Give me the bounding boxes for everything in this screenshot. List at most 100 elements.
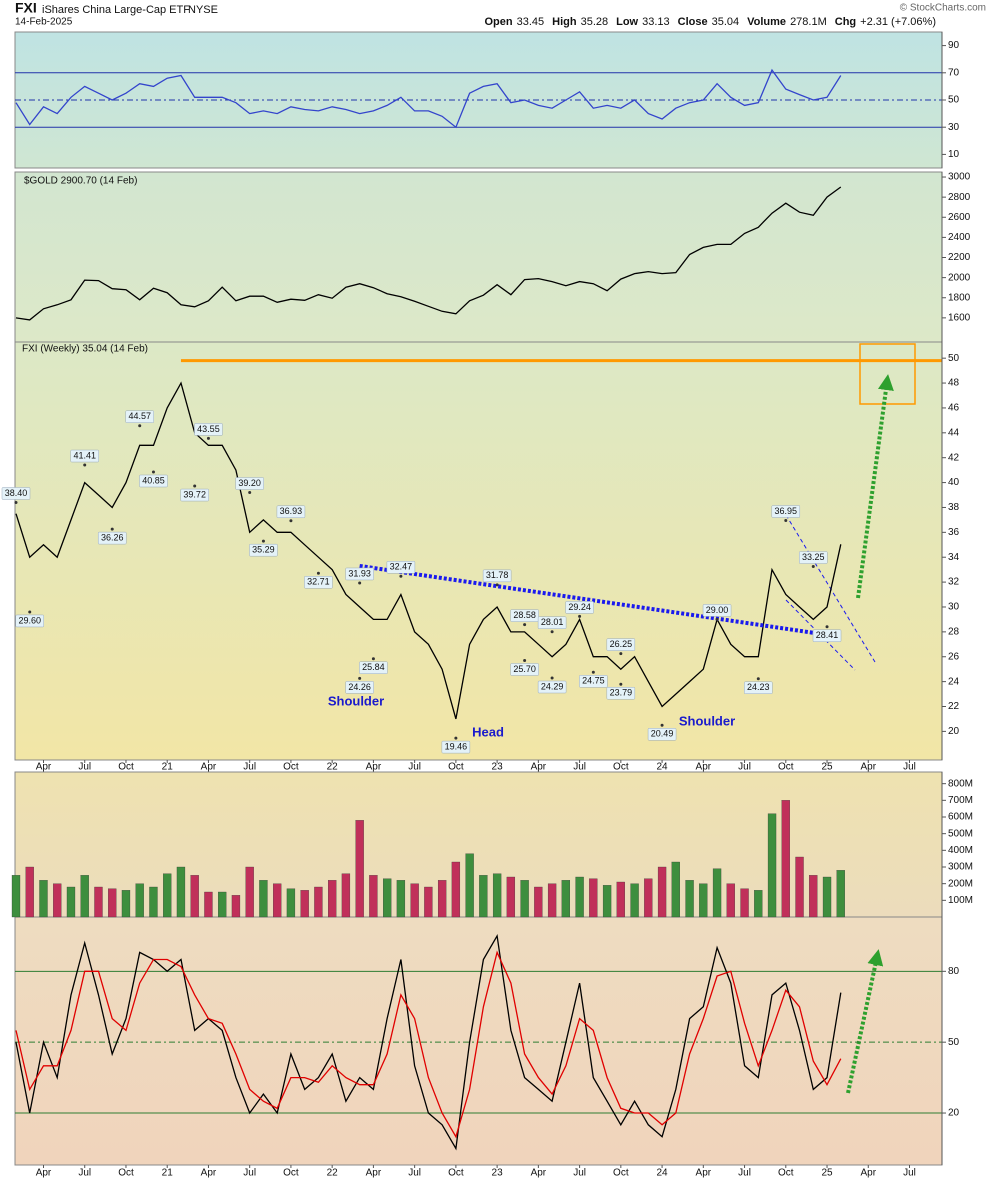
volume-bar xyxy=(754,890,763,918)
y-tick-label: 70 xyxy=(948,67,960,78)
volume-bar xyxy=(163,873,172,918)
x-tick-label: Apr xyxy=(201,762,217,773)
volume-bar xyxy=(630,883,639,918)
quote-label: Low xyxy=(616,16,638,28)
annotation-label: 28.01 xyxy=(541,617,564,627)
volume-bar xyxy=(451,861,461,918)
annotation-box xyxy=(97,531,127,545)
date: 14-Feb-2025 xyxy=(15,17,73,28)
x-tick-label: Apr xyxy=(860,762,876,773)
annotation-box xyxy=(276,505,306,519)
annotation-box xyxy=(125,410,154,423)
y-tick-label: 800M xyxy=(948,778,973,789)
volume-bar xyxy=(424,886,433,918)
y-tick-label: 26 xyxy=(948,651,960,662)
quote-value: 278.1M xyxy=(790,16,827,28)
x-tick-label: Apr xyxy=(696,762,712,773)
annotation-point xyxy=(261,539,265,543)
annotation-label: 39.20 xyxy=(238,478,261,488)
x-tick-label: Jul xyxy=(573,1168,586,1179)
annotation-point xyxy=(28,610,32,614)
y-tick-label: 30 xyxy=(948,602,960,613)
quote-value: 35.28 xyxy=(581,16,609,28)
annotation-point xyxy=(399,574,403,578)
pattern-label: Shoulder xyxy=(328,693,384,708)
annotation-label: 41.41 xyxy=(73,450,96,460)
quote-label: Chg xyxy=(835,16,856,28)
y-tick-label: 34 xyxy=(948,552,960,563)
annotation-label: 35.29 xyxy=(252,545,275,555)
annotation-point xyxy=(248,491,252,495)
y-tick-label: 24 xyxy=(948,676,960,687)
y-tick-label: 46 xyxy=(948,403,960,414)
annotation-label: 24.29 xyxy=(541,681,564,691)
annotation-label: 32.71 xyxy=(307,577,330,587)
annotation-label: 31.78 xyxy=(486,570,509,580)
x-tick-label: Oct xyxy=(118,762,134,773)
x-tick-label: Jul xyxy=(408,762,421,773)
x-tick-label: Apr xyxy=(531,1168,547,1179)
y-tick-label: 40 xyxy=(948,477,960,488)
x-tick-label: 21 xyxy=(162,1168,174,1179)
annotation-label: 36.26 xyxy=(101,532,124,542)
volume-bar xyxy=(699,883,708,918)
annotation-point xyxy=(151,470,155,474)
annotation-label: 29.24 xyxy=(568,602,591,612)
annotation-point xyxy=(495,583,499,587)
x-tick-label: Jul xyxy=(903,762,916,773)
y-tick-label: 90 xyxy=(948,40,960,51)
y-tick-label: 400M xyxy=(948,845,973,856)
gold-panel xyxy=(14,171,943,343)
volume-bar xyxy=(176,866,186,918)
annotation-point xyxy=(83,463,87,467)
annotation-box xyxy=(345,681,374,694)
x-tick-label: Apr xyxy=(366,1168,382,1179)
annotation-box xyxy=(744,681,773,695)
annotation-box xyxy=(194,423,223,436)
x-tick-label: Oct xyxy=(283,1168,299,1179)
annotation-point xyxy=(193,484,197,488)
y-tick-label: 30 xyxy=(948,122,960,133)
symbol: FXI xyxy=(15,0,37,16)
annotation-label: 28.41 xyxy=(816,630,839,640)
annotation-point xyxy=(454,736,458,740)
quote-value: +2.31 (+7.06%) xyxy=(860,16,936,28)
volume-bar xyxy=(437,880,447,918)
y-tick-label: 700M xyxy=(948,795,973,806)
y-tick-label: 48 xyxy=(948,378,960,389)
annotation-box xyxy=(799,551,828,564)
y-tick-label: 600M xyxy=(948,812,973,823)
volume-bar xyxy=(382,878,392,918)
annotation-label: 36.95 xyxy=(775,506,798,516)
annotation-point xyxy=(811,565,815,569)
quote-label: High xyxy=(552,16,577,28)
momentum-arrow xyxy=(846,949,884,1094)
volume-bar xyxy=(135,883,144,918)
x-tick-label: Jul xyxy=(243,1168,256,1179)
annotation-point xyxy=(715,617,719,621)
x-tick-label: Apr xyxy=(696,1168,712,1179)
volume-bar xyxy=(781,800,790,918)
source: © StockCharts.com xyxy=(900,3,986,14)
y-tick-label: 50 xyxy=(948,95,960,106)
annotation-label: 43.55 xyxy=(197,424,220,434)
volume-bar xyxy=(712,868,722,918)
x-tick-label: Oct xyxy=(778,1168,794,1179)
quote-label: Open xyxy=(484,16,512,28)
price-title: FXI (Weekly) 35.04 (14 Feb) xyxy=(22,344,148,355)
volume-bar xyxy=(479,875,488,918)
y-tick-label: 300M xyxy=(948,862,973,873)
x-tick-label: Jul xyxy=(78,762,91,773)
annotation-box xyxy=(565,601,594,614)
volume-bar xyxy=(809,875,818,918)
series-line xyxy=(15,186,842,321)
quote: Open 33.45 High 35.28 Low 33.13 Close 35.04 Volu… xyxy=(484,16,936,28)
gold-title: $GOLD 2900.70 (14 Feb) xyxy=(24,176,137,187)
stochastic-panel xyxy=(14,916,943,1166)
series-line xyxy=(15,950,842,1139)
neckline xyxy=(359,563,842,639)
annotation-box xyxy=(1,487,31,500)
annotation-label: 25.84 xyxy=(362,662,385,672)
